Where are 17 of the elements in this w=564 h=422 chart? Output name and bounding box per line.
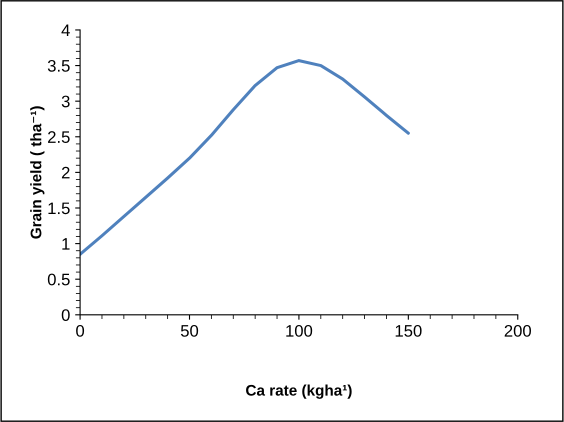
y-tick-label: 3 (62, 96, 70, 108)
x-tick-label: 0 (76, 324, 84, 337)
y-tick-label: 4 (61, 24, 70, 36)
y-tick-label: 2 (62, 166, 70, 178)
y-tick-label: 0 (62, 309, 70, 322)
y-tick-label: 1.5 (48, 202, 70, 214)
y-tick-label: 3.5 (48, 60, 70, 72)
x-tick-label: 200 (504, 324, 532, 337)
x-tick-label: 50 (180, 324, 198, 337)
y-tick-label: 2.5 (48, 131, 70, 143)
x-axis-title: Ca rate (kgha¹) (246, 384, 352, 399)
y-tick-label: 1 (62, 238, 70, 250)
line-series (80, 59, 410, 256)
y-tick-label: 0.5 (48, 274, 70, 286)
x-tick-label: 100 (286, 324, 312, 337)
x-tick-label: 150 (396, 324, 422, 337)
y-axis-title: Grain yield ( tha⁻¹) (30, 106, 44, 239)
